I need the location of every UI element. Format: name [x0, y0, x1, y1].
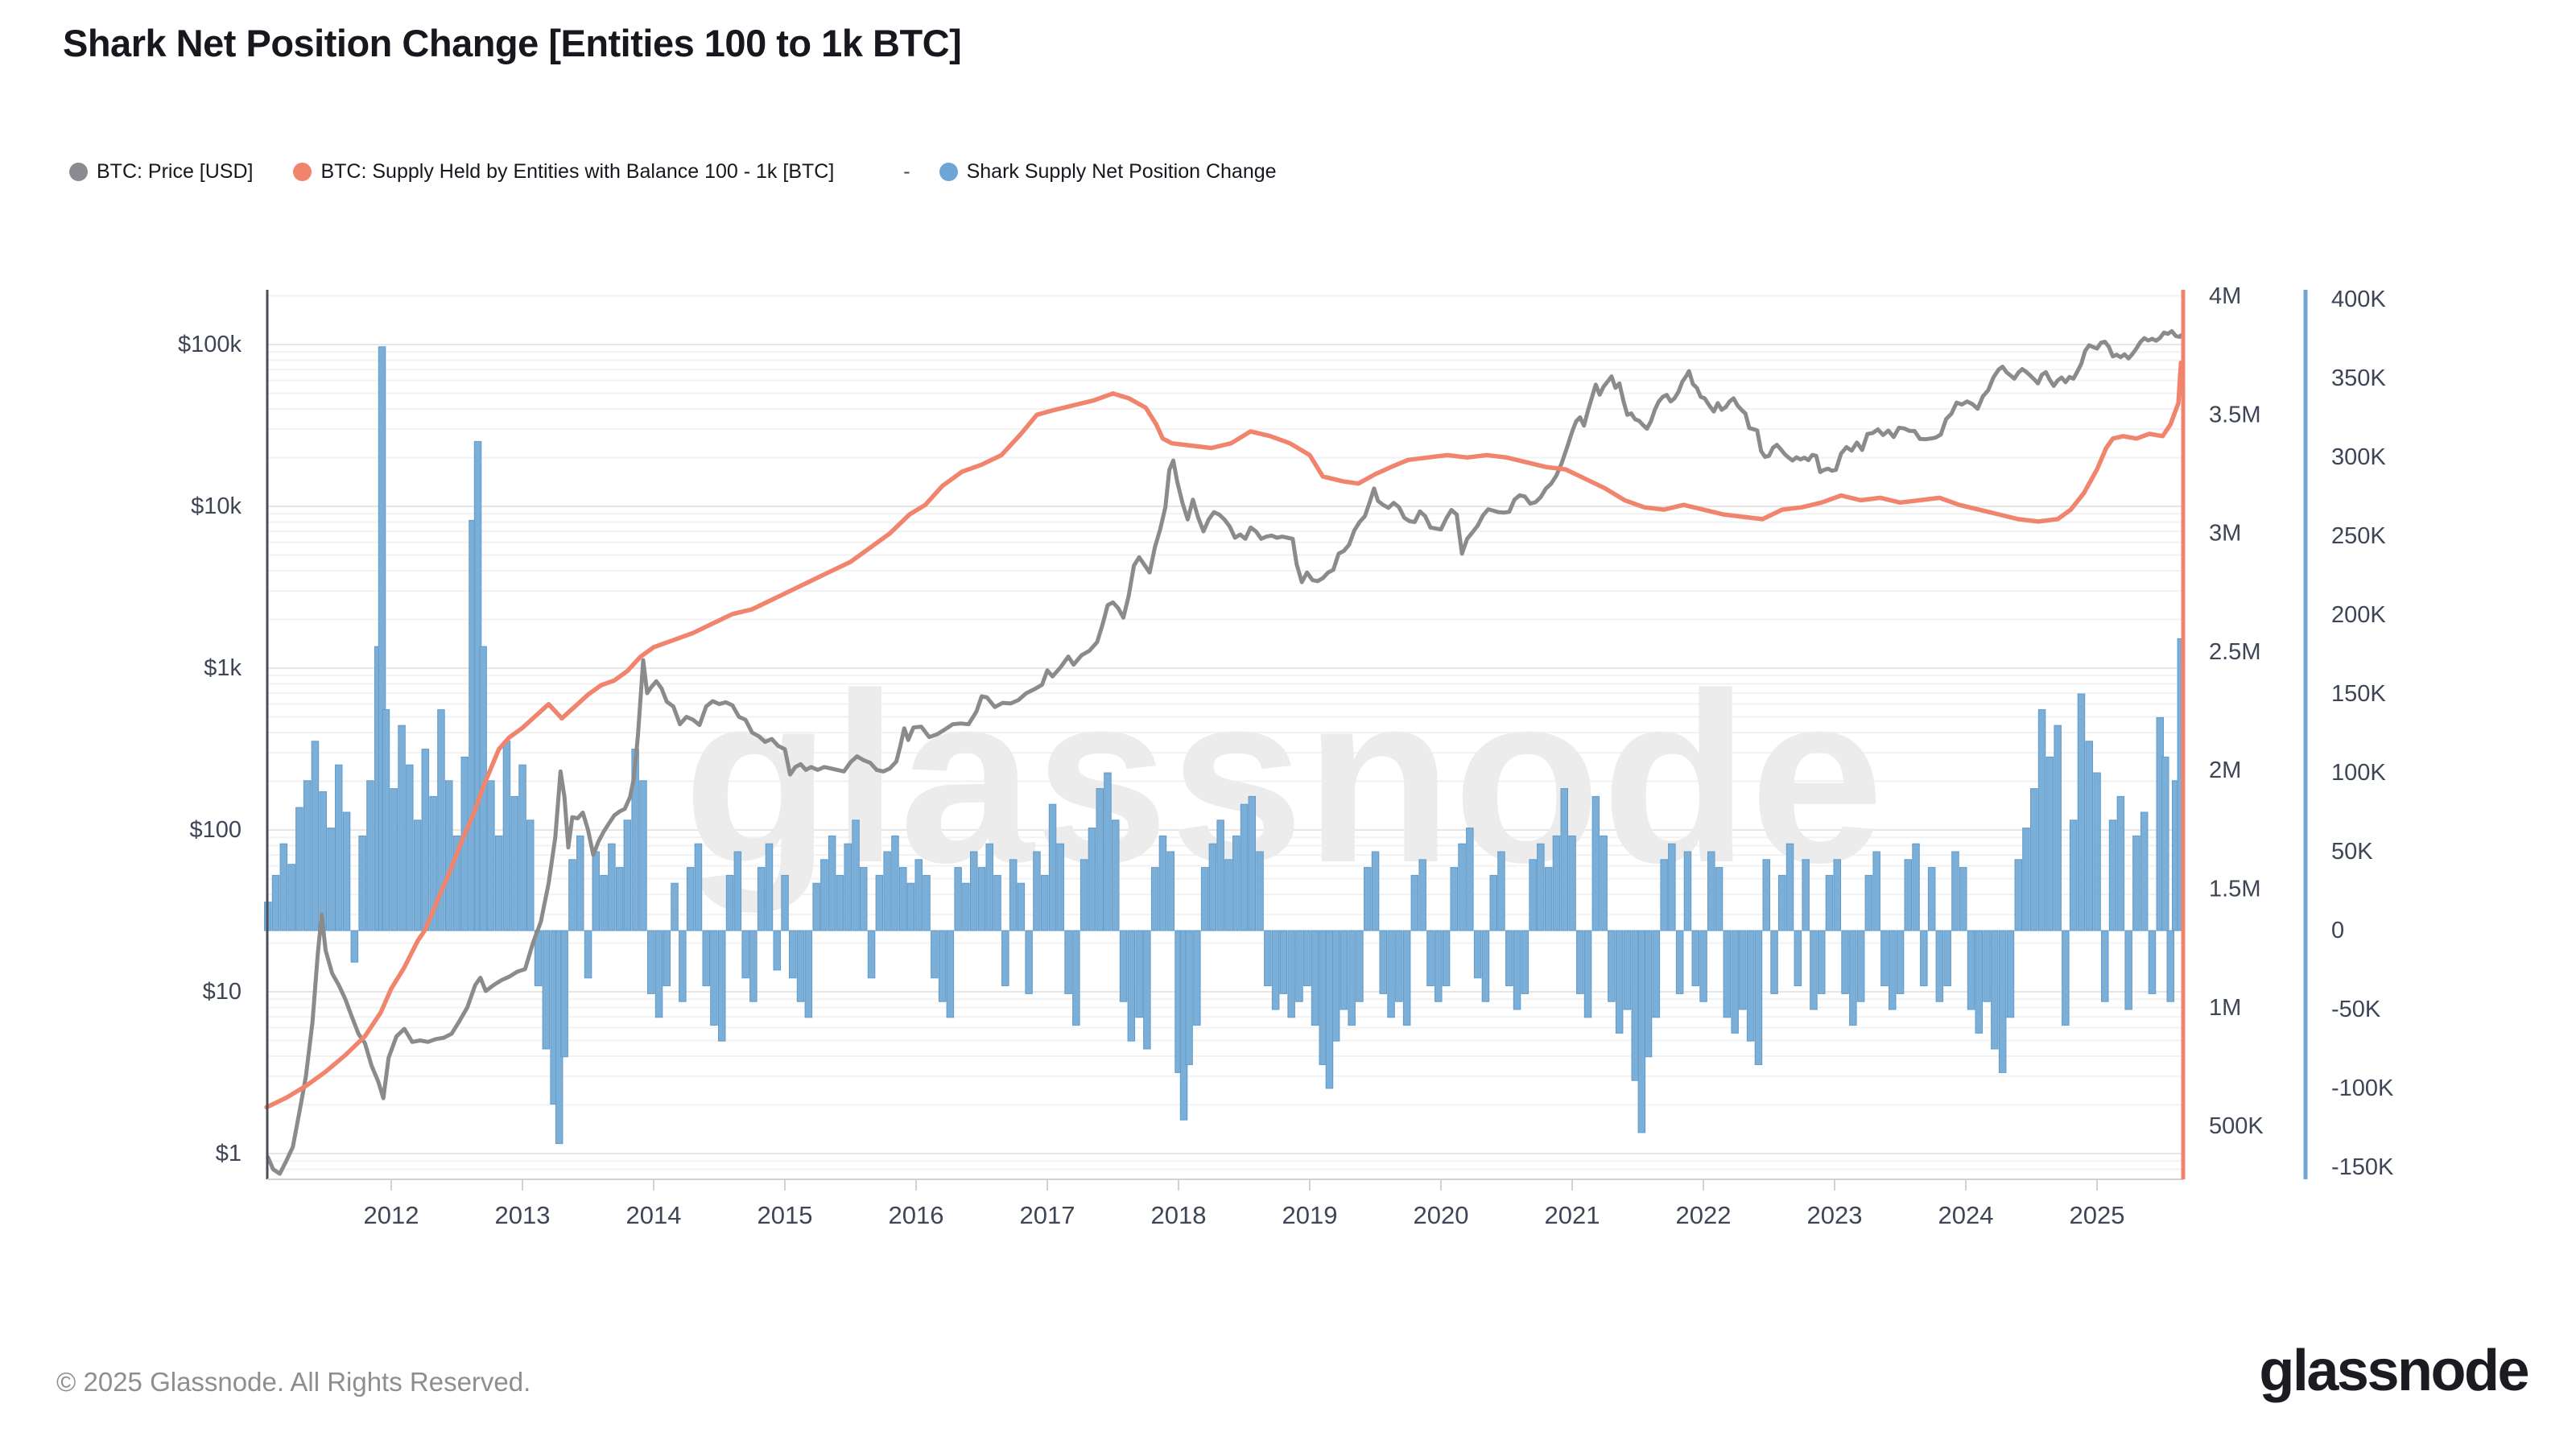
supply-tick-label: 2.5M [2209, 639, 2260, 665]
x-axis-ticks: 2012 2013 2014 2015 2016 2017 2018 2019 2020 2021… [364, 1179, 2125, 1229]
glassnode-logo: glassnode [2259, 1339, 2529, 1403]
net-tick-label: 350K [2331, 365, 2386, 391]
year-tick-label: 2020 [1414, 1201, 1469, 1229]
year-tick-label: 2021 [1545, 1201, 1600, 1229]
supply-tick-label: 2M [2209, 758, 2241, 783]
axes [266, 290, 2308, 1180]
net-tick-label: 150K [2331, 681, 2386, 707]
price-tick-label: $1 [216, 1141, 242, 1166]
price-tick-label: $100 [189, 817, 242, 843]
year-tick-label: 2015 [758, 1201, 813, 1229]
supply-tick-label: 3M [2209, 521, 2241, 547]
net-tick-label: 200K [2331, 602, 2386, 628]
price-series-dot-icon [69, 163, 88, 181]
net-tick-label: -150K [2331, 1154, 2394, 1180]
supply-tick-label: 1M [2209, 995, 2241, 1021]
year-tick-label: 2022 [1676, 1201, 1732, 1229]
supply-series-dot-icon [293, 163, 312, 181]
year-tick-label: 2016 [889, 1201, 944, 1229]
net-tick-label: 50K [2331, 839, 2373, 865]
price-tick-label: $1k [204, 655, 242, 681]
legend-label-net-change: Shark Supply Net Position Change [966, 160, 1277, 183]
supply-tick-label: 3.5M [2209, 402, 2260, 427]
net-tick-label: 0 [2331, 918, 2344, 943]
price-tick-label: $100k [178, 332, 242, 357]
price-tick-label: $10k [191, 493, 242, 519]
year-tick-label: 2017 [1020, 1201, 1075, 1229]
price-axis-ticks: $100k $10k $1k $100 $10 $1 [178, 332, 242, 1166]
net-tick-label: 300K [2331, 444, 2386, 470]
legend-label-price: BTC: Price [USD] [97, 160, 254, 183]
supply-tick-label: 1.5M [2209, 877, 2260, 902]
supply-tick-label: 4M [2209, 283, 2241, 309]
copyright-text: © 2025 Glassnode. All Rights Reserved. [56, 1367, 531, 1397]
net-axis-ticks: 400K 350K 300K 250K 200K 150K 100K 50K 0 -50K -100… [2331, 287, 2394, 1180]
supply-axis-ticks: 4M 3.5M 3M 2.5M 2M 1.5M 1M 500K [2209, 283, 2264, 1139]
net-tick-label: -50K [2331, 997, 2381, 1022]
price-line [266, 328, 2183, 1176]
year-tick-label: 2014 [626, 1201, 682, 1229]
legend-item-net-change[interactable]: Shark Supply Net Position Change [939, 160, 1277, 184]
year-tick-label: 2025 [2070, 1201, 2125, 1229]
year-tick-label: 2012 [364, 1201, 419, 1229]
gridlines [267, 295, 2183, 1170]
supply-line [264, 360, 2184, 1110]
legend-label-supply: BTC: Supply Held by Entities with Balanc… [320, 160, 835, 183]
chart-legend: BTC: Price [USD] BTC: Supply Held by Ent… [69, 160, 1277, 184]
year-tick-label: 2019 [1282, 1201, 1338, 1229]
legend-separator: - [903, 160, 910, 183]
price-tick-label: $10 [203, 979, 242, 1005]
supply-tick-label: 500K [2209, 1113, 2264, 1139]
net-tick-label: 100K [2331, 760, 2386, 786]
net-tick-label: 400K [2331, 287, 2386, 312]
net-tick-label: 250K [2331, 523, 2386, 549]
legend-item-price[interactable]: BTC: Price [USD] [69, 160, 253, 184]
net-change-bars [264, 346, 2186, 1145]
year-tick-label: 2023 [1807, 1201, 1863, 1229]
net-tick-label: -100K [2331, 1075, 2394, 1101]
net-change-series-dot-icon [939, 163, 958, 181]
legend-item-supply[interactable]: BTC: Supply Held by Entities with Balanc… [293, 160, 834, 184]
year-tick-label: 2024 [1938, 1201, 1994, 1229]
page-title: Shark Net Position Change [Entities 100 … [63, 22, 962, 64]
year-tick-label: 2018 [1151, 1201, 1207, 1229]
year-tick-label: 2013 [495, 1201, 551, 1229]
